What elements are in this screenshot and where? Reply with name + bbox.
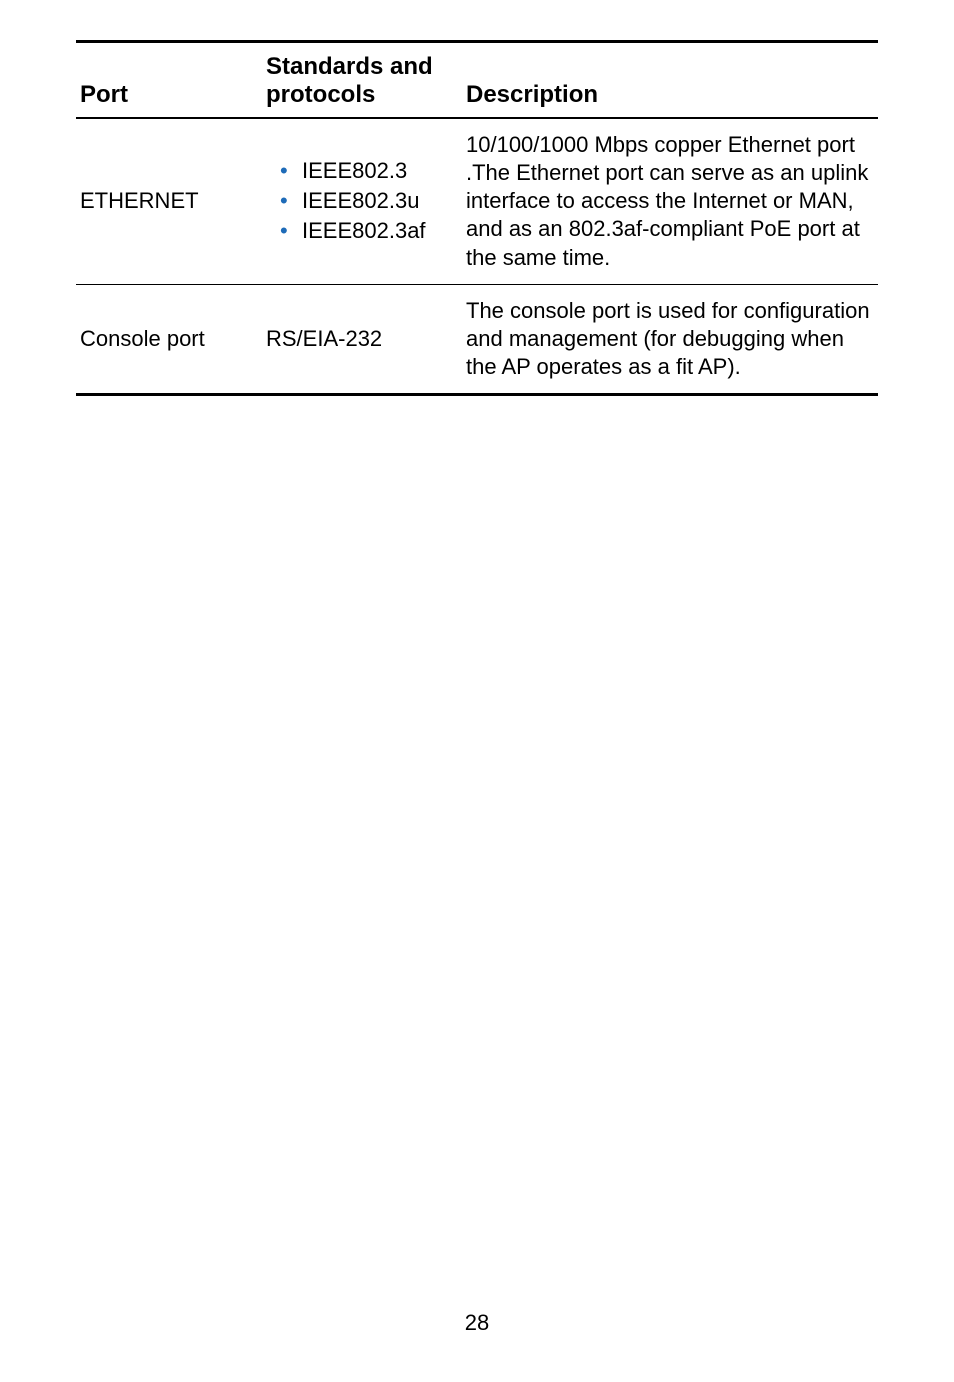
col-header-standards: Standards and protocols — [262, 42, 462, 119]
col-header-description: Description — [462, 42, 878, 119]
cell-port: Console port — [76, 284, 262, 394]
standards-item: IEEE802.3 — [280, 157, 458, 185]
cell-description: The console port is used for configurati… — [462, 284, 878, 394]
cell-standards: IEEE802.3 IEEE802.3u IEEE802.3af — [262, 118, 462, 284]
ports-table: Port Standards and protocols Description… — [76, 40, 878, 396]
standards-item: IEEE802.3af — [280, 217, 458, 245]
standards-item: IEEE802.3u — [280, 187, 458, 215]
cell-standards: RS/EIA-232 — [262, 284, 462, 394]
table-row: ETHERNET IEEE802.3 IEEE802.3u IEEE802.3a… — [76, 118, 878, 284]
page-number: 28 — [0, 1310, 954, 1336]
table-header-row: Port Standards and protocols Description — [76, 42, 878, 119]
col-header-port: Port — [76, 42, 262, 119]
table-row: Console port RS/EIA-232 The console port… — [76, 284, 878, 394]
page: Port Standards and protocols Description… — [0, 0, 954, 1382]
cell-port: ETHERNET — [76, 118, 262, 284]
cell-description: 10/100/1000 Mbps copper Ethernet port .T… — [462, 118, 878, 284]
standards-list: IEEE802.3 IEEE802.3u IEEE802.3af — [266, 157, 458, 245]
